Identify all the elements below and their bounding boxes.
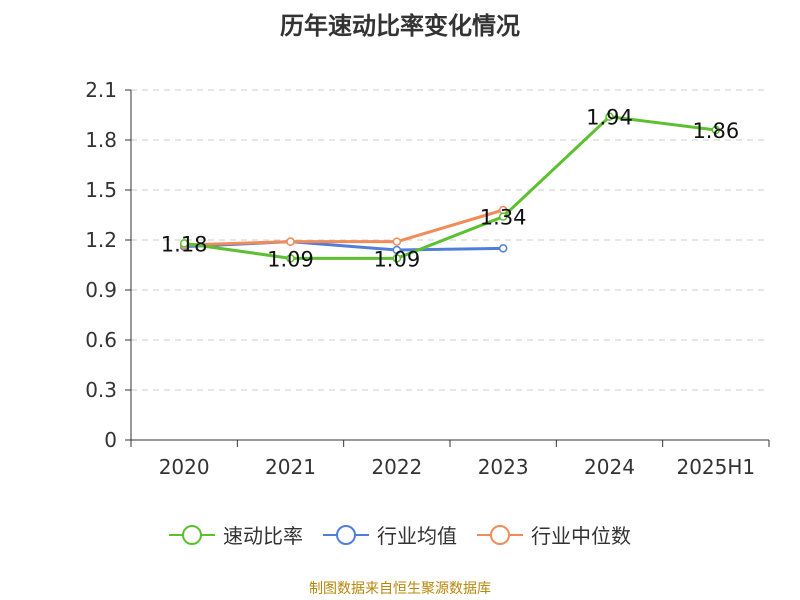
x-tick-label: 2020 xyxy=(159,455,210,479)
data-point xyxy=(286,237,295,246)
data-point xyxy=(392,245,402,255)
data-label: 1.09 xyxy=(373,247,420,271)
legend-line-marker-icon xyxy=(169,524,215,545)
legend-line-marker-icon xyxy=(323,524,369,545)
y-tick-label: 0.3 xyxy=(85,378,117,402)
legend-item-industry-median[interactable]: 行业中位数 xyxy=(477,520,631,549)
y-tick-label: 1.2 xyxy=(85,228,117,252)
x-tick-label: 2021 xyxy=(265,455,316,479)
source-note: 制图数据来自恒生聚源数据库 xyxy=(309,581,491,597)
legend-label: 行业均值 xyxy=(377,524,457,548)
y-tick-label: 0 xyxy=(104,428,117,452)
data-point xyxy=(498,212,508,221)
data-label: 1.94 xyxy=(586,106,633,130)
data-point xyxy=(286,254,295,263)
y-tick-label: 1.8 xyxy=(85,128,117,152)
y-tick-label: 1.5 xyxy=(85,178,117,202)
y-tick-label: 0.6 xyxy=(85,328,117,352)
y-tick-label: 2.1 xyxy=(85,78,117,102)
legend-item-industry-mean[interactable]: 行业均值 xyxy=(323,520,457,549)
y-tick-label: 0.9 xyxy=(85,278,117,302)
legend-label: 速动比率 xyxy=(223,524,303,548)
legend-label: 行业中位数 xyxy=(531,524,631,548)
series-line xyxy=(183,115,717,260)
x-tick-label: 2022 xyxy=(371,455,422,479)
data-label: 1.86 xyxy=(692,119,739,143)
data-point xyxy=(498,244,508,253)
legend-item-quick-ratio[interactable]: 速动比率 xyxy=(169,520,303,549)
data-point xyxy=(711,125,721,135)
data-label: 1.34 xyxy=(480,206,527,230)
x-tick-label: 2024 xyxy=(584,455,635,479)
data-label: 1.09 xyxy=(267,247,314,271)
series-line xyxy=(184,208,504,247)
data-point xyxy=(392,254,402,263)
legend: 速动比率 行业均值 行业中位数 xyxy=(0,520,800,549)
data-label: 1.18 xyxy=(161,232,208,256)
data-point xyxy=(179,239,189,248)
x-tick-label: 2025H1 xyxy=(676,455,755,479)
x-tick-label: 2023 xyxy=(478,455,529,479)
legend-line-marker-icon xyxy=(477,524,523,545)
data-point xyxy=(605,112,614,121)
chart-title: 历年速动比率变化情况 xyxy=(280,12,520,40)
data-point xyxy=(392,237,402,246)
